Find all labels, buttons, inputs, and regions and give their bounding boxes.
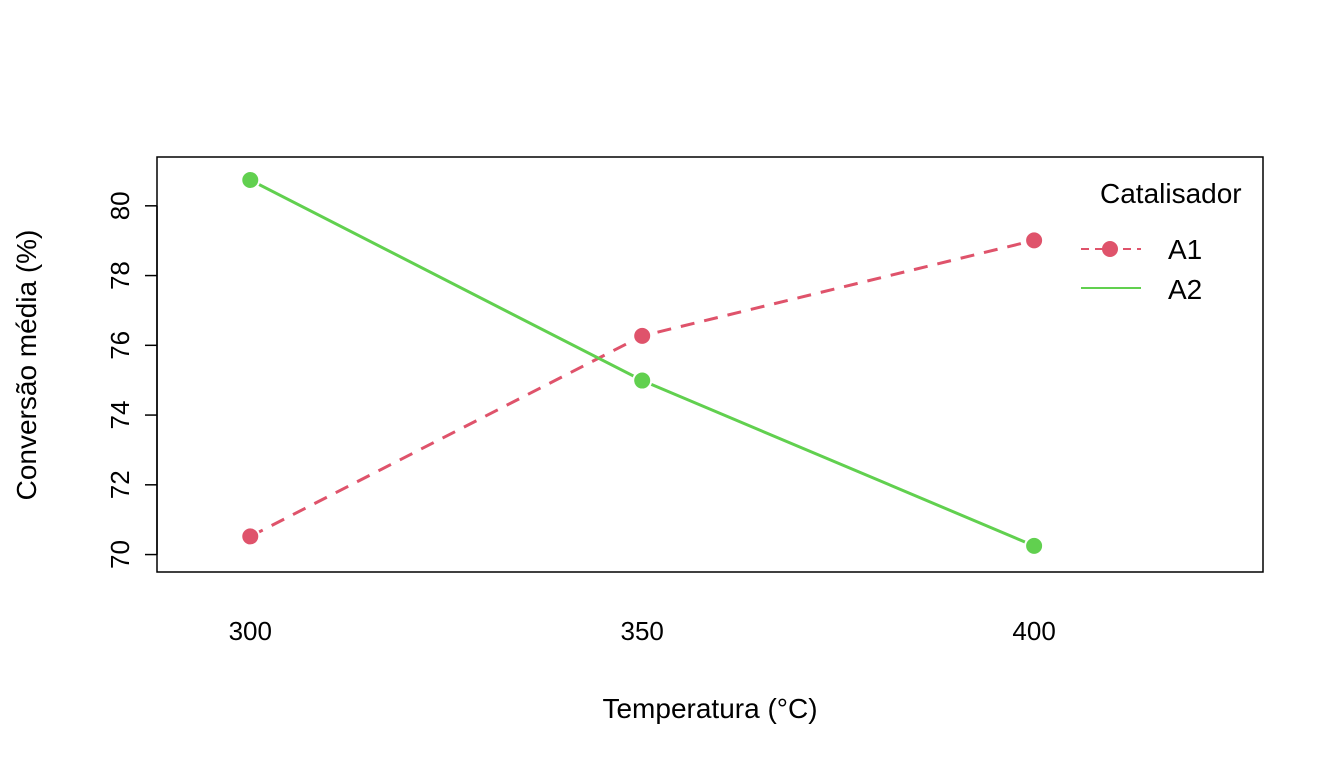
y-axis: 70 72 74 76 78 80 (105, 191, 158, 569)
x-axis-label: Temperatura (°C) (602, 693, 817, 724)
x-tick-label: 300 (229, 616, 272, 646)
x-tick-label: 400 (1012, 616, 1055, 646)
x-tick-label: 350 (621, 616, 664, 646)
legend-marker-a1 (1102, 241, 1118, 257)
y-tick-label: 78 (105, 261, 135, 290)
y-axis-label: Conversão média (%) (11, 230, 42, 501)
y-tick-label: 72 (105, 470, 135, 499)
y-tick-label: 74 (105, 401, 135, 430)
series-line-a2 (249, 178, 1035, 548)
data-point-a2 (240, 170, 261, 191)
series-group (240, 170, 1045, 556)
legend-label-a2: A2 (1168, 274, 1202, 305)
data-point-a2 (632, 370, 653, 391)
y-tick-label: 80 (105, 191, 135, 220)
legend-label-a1: A1 (1168, 234, 1202, 265)
y-tick-label: 76 (105, 331, 135, 360)
data-point-a1 (632, 325, 653, 346)
y-tick-label: 70 (105, 540, 135, 569)
plot-box (156, 156, 1264, 573)
x-axis: 300 350 400 (229, 616, 1056, 646)
legend-title: Catalisador (1100, 178, 1242, 209)
legend: Catalisador A1 A2 (1081, 178, 1242, 305)
data-point-a2 (1024, 535, 1045, 556)
data-point-a1 (240, 526, 261, 547)
data-point-a1 (1024, 230, 1045, 251)
